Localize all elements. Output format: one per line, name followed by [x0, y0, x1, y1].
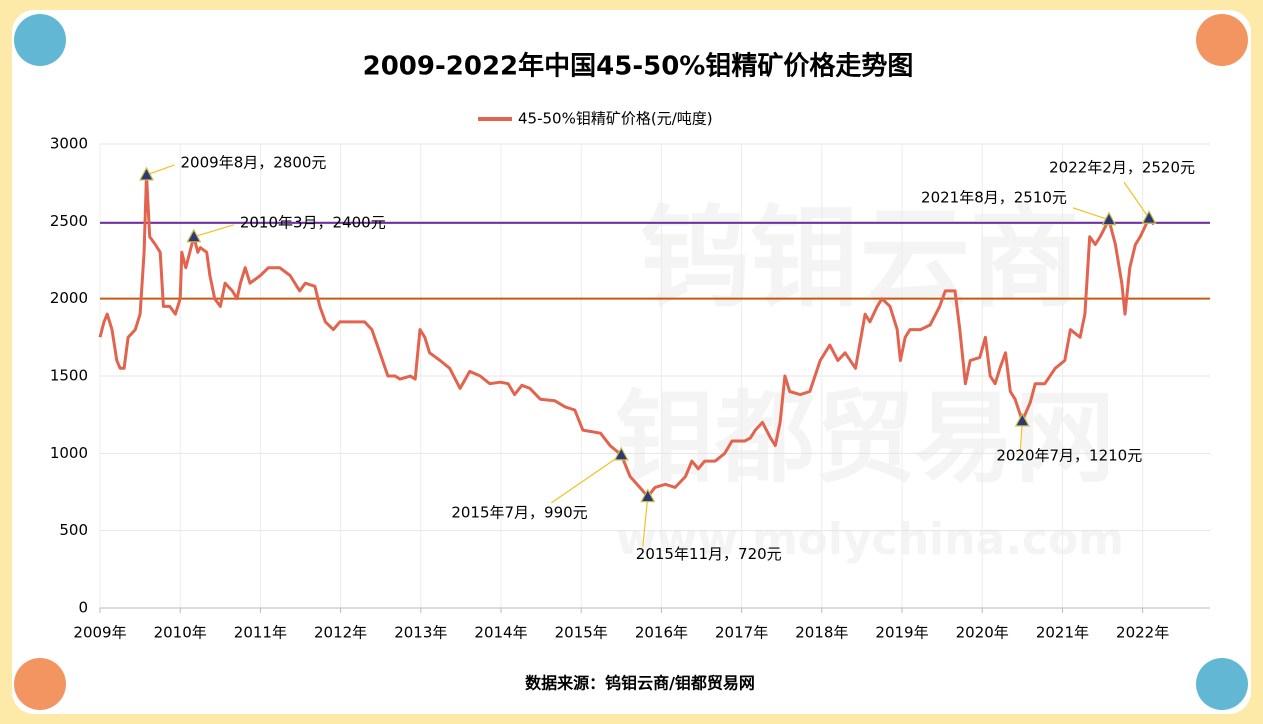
annotation-label: 2022年2月，2520元 [1049, 159, 1195, 177]
annotation-marker [1101, 211, 1117, 226]
y-tick-label: 500 [59, 521, 88, 539]
annotation-leader [642, 496, 649, 547]
decoration [14, 14, 66, 66]
annotation-label: 2010年3月，2400元 [240, 213, 386, 231]
annotation-label: 2009年8月，2800元 [181, 153, 327, 171]
annotation-leader [193, 224, 235, 238]
annotation-label: 2015年7月，990元 [451, 503, 587, 521]
x-tick-label: 2021年 [1036, 624, 1089, 642]
annotation-label: 2021年8月，2510元 [921, 188, 1067, 206]
x-tick-label: 2018年 [795, 624, 848, 642]
annotation-leader [1123, 181, 1150, 219]
legend-label: 45-50%钼精矿价格(元/吨度) [518, 110, 713, 128]
x-tick-label: 2015年 [555, 624, 608, 642]
decoration [1196, 14, 1248, 66]
x-tick-label: 2017年 [715, 624, 768, 642]
y-tick-label: 1000 [50, 444, 88, 462]
watermark-text: www.molychina.com [616, 514, 1124, 565]
x-tick-label: 2010年 [154, 624, 207, 642]
decoration [1196, 658, 1248, 710]
y-tick-label: 2500 [50, 212, 88, 230]
annotation-marker [1014, 412, 1030, 427]
annotation-marker [139, 166, 155, 181]
y-tick-label: 0 [78, 599, 88, 617]
annotation-marker [1141, 209, 1157, 224]
panel [12, 10, 1251, 714]
annotation-leader [1072, 207, 1110, 221]
annotation-marker [640, 488, 656, 503]
annotation-label: 2020年7月，1210元 [996, 446, 1142, 464]
source: 数据来源：钨钼云商/钼都贸易网 [525, 674, 755, 693]
annotation-marker [186, 228, 202, 243]
decoration [14, 658, 66, 710]
x-tick-label: 2013年 [394, 624, 447, 642]
x-tick-label: 2022年 [1116, 624, 1169, 642]
watermark-text: 钼都贸易网 [615, 379, 1115, 496]
annotation-leader [146, 164, 175, 176]
x-tick-label: 2016年 [635, 624, 688, 642]
x-tick-label: 2009年 [73, 624, 126, 642]
x-tick-label: 2014年 [474, 624, 527, 642]
x-tick-label: 2020年 [956, 624, 1009, 642]
x-tick-label: 2019年 [875, 624, 928, 642]
y-tick-label: 2000 [50, 289, 88, 307]
annotation-label: 2015年11月，720元 [636, 545, 782, 563]
chart-title: 2009-2022年中国45-50%钼精矿价格走势图 [363, 51, 914, 82]
watermark-text: 钨钼云商 [640, 194, 1080, 322]
annotation-marker [613, 446, 629, 461]
line [98, 173, 1156, 499]
annotation-leader [550, 454, 622, 504]
x-tick-label: 2012年 [314, 624, 367, 642]
y-tick-label: 3000 [50, 135, 88, 153]
x-tick-label: 2011年 [234, 624, 287, 642]
y-tick-label: 1500 [50, 367, 88, 385]
